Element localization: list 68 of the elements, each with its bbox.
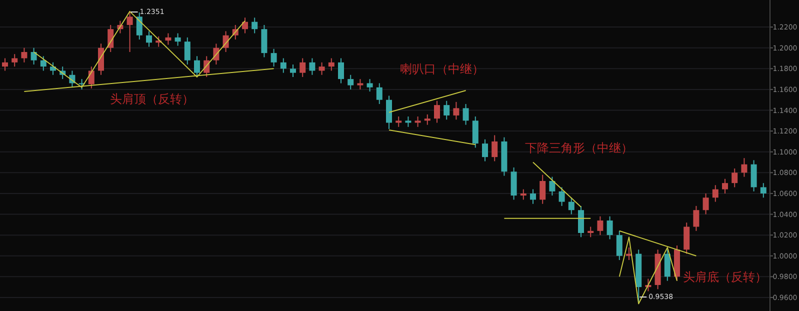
candlestick (174, 32, 181, 46)
candlestick (702, 192, 709, 215)
candlestick (424, 114, 430, 126)
candlestick (453, 101, 460, 120)
candlestick (194, 56, 200, 78)
candlestick (606, 216, 613, 240)
candlestick (472, 116, 478, 148)
candlestick (712, 184, 718, 202)
candlestick (482, 138, 488, 162)
candlestick (328, 58, 334, 72)
candlestick (309, 58, 316, 76)
candlestick (40, 56, 46, 72)
candlestick (741, 158, 748, 178)
candlestick (386, 95, 392, 130)
candlestick (2, 58, 8, 72)
candlestick (405, 116, 412, 128)
candlestick (300, 58, 306, 78)
candlestick (530, 188, 536, 204)
candlestick (98, 43, 104, 76)
candlestick (414, 116, 421, 128)
candlestick (280, 58, 286, 74)
candlestick (693, 205, 700, 232)
candlestick (750, 160, 757, 192)
candlestick (722, 178, 728, 194)
candlestick (664, 249, 670, 282)
annotation: 头肩底（反转） (683, 270, 767, 284)
annotation: 喇叭口（中继） (400, 62, 484, 76)
candlestick (760, 182, 766, 198)
candlestick (30, 47, 37, 65)
candlestick (252, 17, 258, 34)
candlestick (12, 54, 18, 68)
candlestick (261, 24, 268, 58)
candlestick (578, 205, 584, 238)
candlestick (376, 82, 382, 105)
candlestick (338, 58, 344, 84)
candlestick (462, 104, 469, 126)
annotation: 头肩顶（反转） (110, 92, 194, 106)
candlestick (357, 78, 364, 90)
candlestick (108, 24, 114, 53)
candlestick (184, 36, 190, 65)
candlestick (270, 48, 277, 68)
candlestick (444, 100, 450, 120)
candlestick (366, 78, 373, 92)
candlestick (616, 230, 622, 261)
candlestick (684, 222, 690, 254)
candlestick (21, 47, 28, 63)
candlestick (165, 32, 172, 46)
candlestick (348, 74, 354, 90)
candlestick (126, 10, 133, 53)
candlestick (558, 186, 565, 206)
candlestick (396, 116, 402, 128)
candlestick (568, 197, 574, 215)
candlestick (136, 12, 142, 40)
candlestick (318, 62, 325, 76)
candlestick (88, 66, 94, 89)
candlestick (540, 174, 546, 204)
candlestick (549, 176, 556, 196)
candlestick (520, 188, 526, 200)
candlestick (510, 166, 517, 200)
candlestick (732, 168, 738, 188)
candlestick (492, 134, 498, 162)
candlestick (588, 226, 594, 238)
candlestick (146, 30, 152, 48)
candlestick (290, 64, 296, 78)
candlestick (78, 78, 85, 90)
candlestick (597, 216, 604, 236)
candlestick (434, 100, 440, 124)
annotation: 下降三角形（中继） (525, 141, 633, 155)
